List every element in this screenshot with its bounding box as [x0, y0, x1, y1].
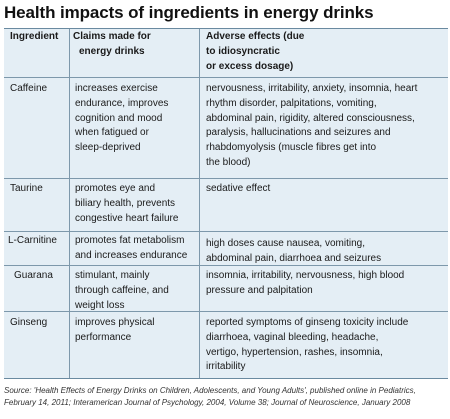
- effects-cell: sedative effect: [206, 182, 270, 197]
- claims-line: sleep-deprived: [75, 142, 141, 154]
- claims-line: cognition and mood: [75, 112, 163, 124]
- header-effects: Adverse effects (due to idiosyncratic or…: [206, 30, 304, 74]
- claims-line: improves physical: [75, 317, 155, 328]
- claims-line: promotes eye and: [75, 183, 156, 194]
- row-divider: [4, 77, 448, 78]
- claims-line: increases exercise: [75, 83, 158, 94]
- effects-line: rhythm disorder, palpitations, vomiting,: [206, 97, 377, 109]
- header-effects-line: Adverse effects (due: [206, 31, 305, 42]
- header-claims-line: energy drinks: [79, 45, 145, 57]
- claims-line: promotes fat metabolism: [75, 235, 185, 246]
- effects-line: abdominal pain, diarrhoea and seizures: [206, 252, 382, 264]
- effects-cell: high doses cause nausea, vomiting, abdom…: [206, 237, 381, 267]
- claims-line: stimulant, mainly: [75, 270, 150, 281]
- header-claims: Claims made for energy drinks: [73, 30, 151, 60]
- ingredient-name: Guarana: [14, 270, 53, 281]
- effects-line: vertigo, hypertension, rashes, insomnia,: [206, 346, 383, 358]
- source-citation: Source: 'Health Effects of Energy Drinks…: [4, 385, 448, 409]
- row-divider: [4, 178, 448, 179]
- effects-line: rhabdomyolysis (muscle fibres get into: [206, 142, 377, 154]
- claims-line: endurance, improves: [75, 97, 169, 109]
- row-divider: [4, 311, 448, 312]
- claims-line: performance: [75, 331, 132, 343]
- claims-cell: promotes eye and biliary health, prevent…: [75, 182, 178, 226]
- claims-cell: promotes fat metabolism and increases en…: [75, 234, 187, 264]
- header-effects-line: to idiosyncratic: [206, 45, 280, 57]
- effects-line: sedative effect: [206, 183, 271, 194]
- claims-cell: stimulant, mainly through caffeine, and …: [75, 269, 169, 313]
- ingredient-name: Caffeine: [10, 83, 48, 94]
- ingredient-name: Ginseng: [10, 317, 48, 328]
- effects-line: high doses cause nausea, vomiting,: [206, 238, 365, 249]
- source-line: Source: 'Health Effects of Energy Drinks…: [4, 386, 416, 395]
- source-line: February 14, 2011; Interamerican Journal…: [4, 398, 411, 407]
- effects-line: nervousness, irritability, anxiety, inso…: [206, 83, 418, 94]
- column-divider: [69, 29, 70, 378]
- ingredient-name: Taurine: [10, 183, 43, 194]
- claims-line: and increases endurance: [75, 249, 188, 261]
- claims-cell: improves physical performance: [75, 316, 154, 346]
- effects-line: insomnia, irritability, nervousness, hig…: [206, 270, 405, 281]
- page-title: Health impacts of ingredients in energy …: [4, 3, 374, 22]
- effects-line: abdominal pain, rigidity, altered consci…: [206, 112, 415, 124]
- effects-cell: insomnia, irritability, nervousness, hig…: [206, 269, 404, 299]
- column-divider: [199, 29, 200, 378]
- effects-line: paralysis, hallucinations and seizures a…: [206, 127, 391, 139]
- claims-line: through caffeine, and: [75, 284, 169, 296]
- effects-line: diarrhoea, vaginal bleeding, headache,: [206, 331, 379, 343]
- effects-line: reported symptoms of ginseng toxicity in…: [206, 317, 409, 328]
- claims-line: congestive heart failure: [75, 212, 179, 224]
- effects-cell: reported symptoms of ginseng toxicity in…: [206, 316, 408, 375]
- row-divider: [4, 231, 448, 232]
- effects-line: irritability: [206, 361, 246, 373]
- effects-line: pressure and palpitation: [206, 284, 313, 296]
- header-claims-line: Claims made for: [73, 31, 151, 42]
- claims-line: when fatigued or: [75, 127, 149, 139]
- header-ingredient: Ingredient: [10, 31, 59, 42]
- claims-cell: increases exercise endurance, improves c…: [75, 82, 168, 156]
- claims-line: biliary health, prevents: [75, 197, 176, 209]
- ingredient-name: L-Carnitine: [8, 235, 57, 246]
- header-effects-line: or excess dosage): [206, 60, 294, 72]
- effects-line: the blood): [206, 156, 251, 168]
- effects-cell: nervousness, irritability, anxiety, inso…: [206, 82, 417, 171]
- row-divider: [4, 265, 448, 266]
- ingredients-table: Ingredient Claims made for energy drinks…: [4, 28, 448, 379]
- claims-line: weight loss: [75, 299, 125, 311]
